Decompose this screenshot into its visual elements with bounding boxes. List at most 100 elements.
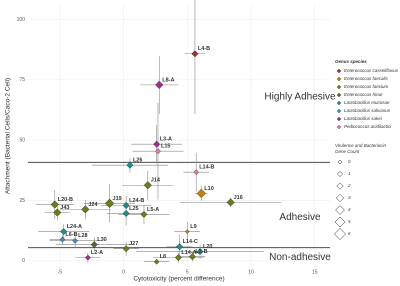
x-tick-label: 15 (312, 269, 318, 275)
point-label: L25 (129, 206, 138, 212)
point-label: J24 (88, 202, 98, 208)
point (85, 254, 91, 261)
point-label: J19 (113, 196, 122, 202)
legend-swatch (336, 84, 342, 90)
point (185, 229, 190, 234)
point (188, 253, 196, 261)
legend-label: Lactobacillus sakei (344, 116, 383, 121)
legend-label: 2 (347, 183, 351, 188)
point-label: J27 (129, 241, 138, 247)
point-label: L15 (161, 144, 170, 150)
legend-size (337, 159, 343, 165)
point (72, 237, 79, 244)
point-label: L24-A (67, 224, 82, 230)
point (122, 202, 130, 209)
point-label: L3-A (160, 137, 172, 143)
point (53, 208, 62, 217)
point-label: J14 (151, 178, 161, 184)
legend-swatch (336, 108, 342, 114)
point (174, 254, 182, 262)
legend-title: Gene Count (335, 149, 360, 154)
point (59, 236, 66, 243)
point-label: L24-B (129, 198, 144, 204)
region-label: Non-adhesive (269, 252, 331, 263)
point-label: L14-C (183, 239, 198, 245)
legend-label: Enterococcus hirae (344, 92, 383, 97)
point-label: L5-A (147, 207, 159, 213)
point (122, 209, 130, 217)
point (104, 198, 115, 209)
legend-size (334, 216, 346, 228)
point (226, 198, 235, 207)
point-label: L28 (78, 233, 87, 239)
point (140, 210, 148, 218)
point (193, 169, 200, 176)
y-tick-label: 75 (19, 77, 25, 83)
legend-swatch (336, 100, 342, 106)
point-label: L14-B (199, 165, 214, 171)
point (196, 248, 204, 256)
legend-label: Enterococcus faecium (344, 84, 389, 89)
point (153, 258, 160, 265)
point-label: J16 (234, 195, 243, 201)
point-label: L2-B (195, 249, 207, 255)
point-label: L6-B (65, 232, 77, 238)
legend-label: 5 (348, 219, 351, 224)
legend-label: 3 (348, 195, 351, 200)
legend-swatch (336, 76, 342, 82)
legend-label: Lactobacillus salivarius (344, 108, 391, 113)
point-label: L8 (160, 254, 166, 260)
point-label: L20-B (58, 197, 73, 203)
x-tick-label: -5 (58, 269, 63, 275)
point (50, 200, 59, 209)
point (155, 148, 161, 155)
x-tick-label: 5 (186, 269, 189, 275)
y-tick-label: 50 (19, 137, 25, 143)
legend-label: Enterococcus casseliflavus (344, 68, 399, 73)
point (153, 140, 161, 148)
point-label: L4-B (198, 46, 210, 52)
legend-swatch (336, 124, 342, 130)
legend-title: Virulence and Bacteriocin (335, 143, 386, 148)
point-label: L26 (133, 158, 142, 164)
point (155, 80, 164, 89)
point (191, 50, 199, 58)
legend-swatch (336, 68, 342, 74)
point-label: J43 (60, 205, 69, 211)
point (90, 241, 98, 249)
y-axis-label: Attachment (Bacterial Cells/Caco-2 Cell) (5, 78, 12, 194)
x-tick-label: 10 (248, 269, 254, 275)
legend-swatch (336, 116, 342, 122)
point (176, 243, 184, 251)
legend-size (335, 205, 345, 215)
legend-size (337, 171, 343, 177)
point-label: L20 (203, 244, 212, 250)
legend-swatch (336, 92, 342, 98)
point-label: L10 (204, 186, 213, 192)
y-tick-label: 0 (22, 258, 25, 264)
legend-label: Enterococcus faecalis (344, 76, 389, 81)
legend-label: Lactobacillus mucosae (344, 100, 390, 105)
point (196, 188, 206, 199)
point (81, 205, 90, 214)
region-label: Adhesive (279, 212, 321, 223)
x-tick-label: 0 (122, 269, 125, 275)
point (143, 181, 152, 190)
legend-label: 0 (348, 159, 351, 164)
legend-size (336, 182, 344, 190)
point-label: L14-A (181, 250, 196, 256)
point-label: L30 (97, 237, 106, 243)
legend-label: 1 (348, 171, 351, 176)
legend-label: Pediococcus acidilactici (344, 124, 392, 129)
legend-size (334, 228, 346, 240)
x-axis-label: Cytotoxicity (percent difference) (133, 276, 224, 283)
y-tick-label: 100 (17, 17, 26, 23)
legend-label: 4 (348, 207, 351, 212)
legend-label: 6 (348, 231, 351, 236)
point-label: L2-A (91, 250, 103, 256)
point (122, 245, 130, 253)
point (126, 161, 134, 169)
point-label: L8-A (162, 77, 174, 83)
legend-size (335, 193, 345, 203)
